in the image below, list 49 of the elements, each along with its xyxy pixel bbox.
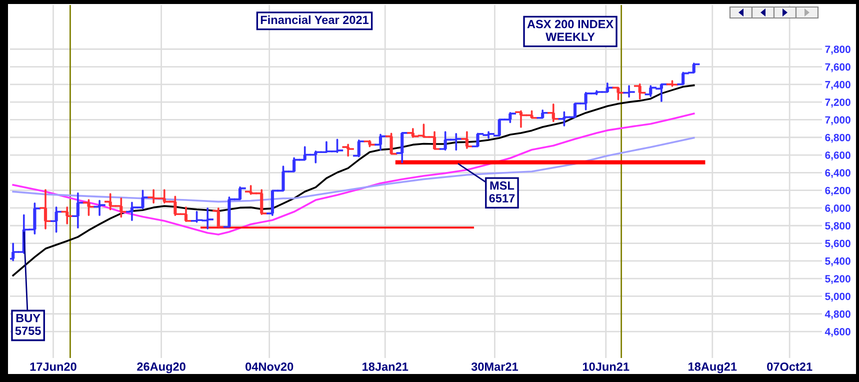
candlestick (548, 104, 560, 122)
candlestick (40, 189, 52, 230)
x-tick-label: 18Aug21 (688, 362, 737, 374)
annotation: MSL 6517 (489, 181, 515, 202)
candlestick (385, 132, 398, 155)
x-tick-label: 18Jan21 (362, 362, 408, 371)
candlestick (396, 132, 408, 164)
candlestick (212, 208, 224, 228)
x-tick-label: 07Oct21 (767, 362, 812, 371)
y-tick-label: 5,200 (825, 275, 850, 284)
y-tick-label: 6,000 (825, 204, 850, 214)
y-tick-label: 6,400 (825, 169, 850, 178)
candlestick (82, 199, 95, 216)
line-series (12, 84, 695, 276)
y-tick-label: 4,600 (824, 328, 850, 337)
y-tick-label: 5,400 (825, 257, 850, 266)
candlestick (623, 85, 635, 98)
y-tick-label: 7,000 (825, 116, 850, 126)
candlestick (536, 110, 548, 119)
x-tick-label: 17Jun20 (30, 362, 76, 371)
y-tick-label: 5,600 (825, 240, 850, 249)
text: Financial Year 2021 (260, 15, 369, 24)
y-tick-label: 7,800 (825, 46, 850, 55)
text: ASX 200 INDEX WEEKLY (527, 20, 614, 41)
y-tick-label: 7,600 (825, 63, 850, 72)
x-tick-label: 26Aug20 (137, 362, 186, 374)
candlestick (342, 144, 354, 157)
y-tick-label: 7,400 (825, 80, 850, 90)
x-tick-label: 30Mar21 (471, 362, 518, 371)
candlestick (612, 86, 624, 100)
candlestick (61, 206, 73, 224)
candlestick (461, 131, 473, 149)
candlestick (50, 206, 62, 233)
candlestick (374, 134, 386, 151)
candlestick (353, 139, 365, 158)
y-tick-label: 6,600 (825, 152, 850, 160)
annotation: BUY 5755 (15, 314, 41, 335)
y-tick-label: 6,800 (825, 134, 850, 143)
y-tick-label: 5,000 (825, 292, 850, 302)
candlestick (94, 200, 106, 216)
x-tick-label: 10Jun21 (583, 362, 630, 371)
y-tick-label: 4,800 (824, 310, 850, 320)
line-series (12, 112, 695, 236)
y-tick-label: 7,200 (825, 98, 850, 108)
candlestick (634, 83, 646, 100)
y-tick-label: 6,200 (825, 186, 850, 196)
y-tick-label: 5,800 (825, 222, 850, 232)
candlestick (72, 192, 84, 228)
x-tick-label: 04Nov20 (246, 362, 294, 371)
